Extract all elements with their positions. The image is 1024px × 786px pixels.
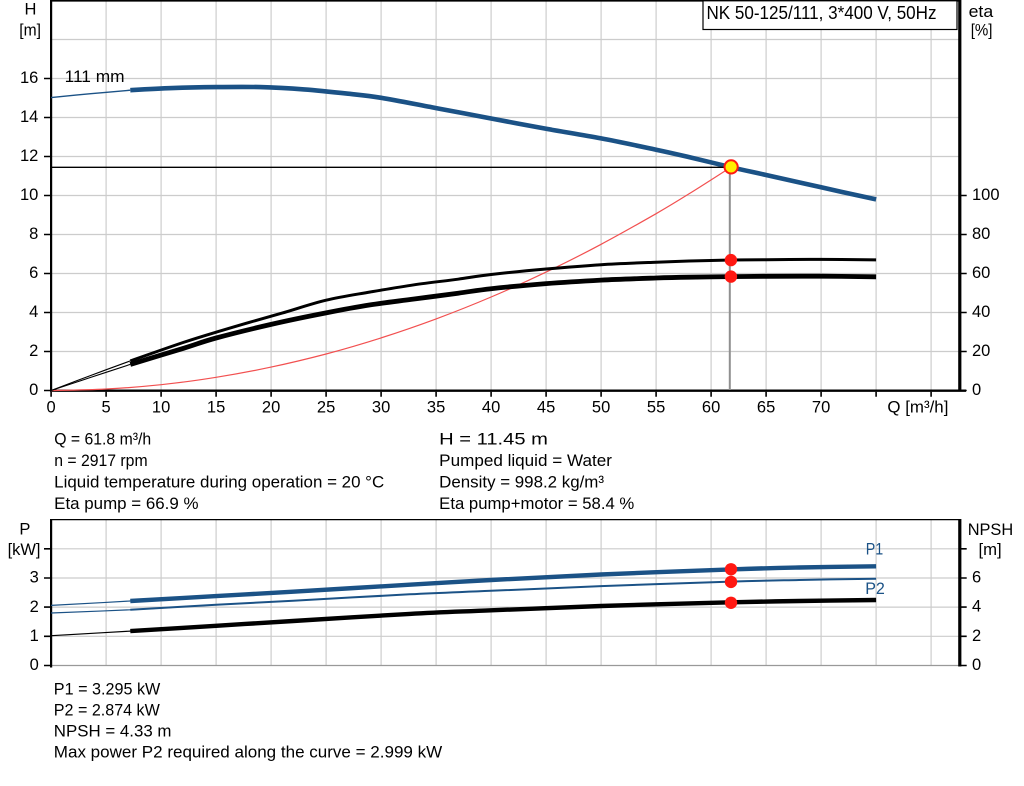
svg-text:15: 15	[207, 399, 225, 417]
svg-text:H = 11.45 m: H = 11.45 m	[439, 430, 548, 448]
svg-text:35: 35	[427, 399, 445, 417]
svg-text:NPSH = 4.33 m: NPSH = 4.33 m	[54, 723, 172, 741]
svg-text:Max power P2 required along th: Max power P2 required along the curve = …	[54, 744, 443, 762]
svg-text:[%]: [%]	[971, 21, 993, 39]
svg-text:Eta pump+motor = 58.4 %: Eta pump+motor = 58.4 %	[439, 495, 634, 513]
svg-text:4: 4	[29, 303, 38, 321]
svg-text:P2: P2	[865, 580, 885, 598]
svg-text:25: 25	[317, 399, 335, 417]
svg-text:111 mm: 111 mm	[65, 68, 125, 86]
svg-text:[m]: [m]	[19, 22, 41, 40]
svg-text:40: 40	[972, 303, 990, 321]
svg-text:2: 2	[972, 627, 981, 645]
svg-text:Liquid temperature during oper: Liquid temperature during operation = 20…	[54, 473, 384, 491]
svg-text:H: H	[25, 1, 37, 19]
svg-text:65: 65	[757, 399, 775, 417]
svg-text:P: P	[19, 521, 30, 539]
svg-text:0: 0	[972, 656, 981, 674]
svg-text:1: 1	[30, 627, 39, 645]
svg-text:0: 0	[47, 399, 56, 417]
svg-text:0: 0	[29, 381, 38, 399]
svg-text:6: 6	[29, 264, 38, 282]
svg-text:eta: eta	[969, 3, 994, 21]
svg-text:40: 40	[482, 399, 500, 417]
svg-text:[kW]: [kW]	[8, 541, 41, 559]
svg-text:Q = 61.8 m³/h: Q = 61.8 m³/h	[54, 430, 151, 448]
svg-text:60: 60	[972, 264, 990, 282]
svg-text:60: 60	[702, 399, 720, 417]
svg-text:30: 30	[372, 399, 390, 417]
svg-text:12: 12	[20, 147, 38, 165]
svg-text:70: 70	[812, 399, 830, 417]
svg-text:2: 2	[30, 598, 39, 616]
svg-text:6: 6	[972, 569, 981, 587]
svg-text:P1: P1	[866, 541, 884, 559]
svg-text:n = 2917 rpm: n = 2917 rpm	[54, 452, 147, 470]
svg-text:4: 4	[972, 598, 981, 616]
svg-text:Pumped liquid = Water: Pumped liquid = Water	[439, 452, 612, 470]
svg-text:3: 3	[30, 569, 39, 587]
svg-text:10: 10	[152, 399, 170, 417]
svg-text:20: 20	[972, 342, 990, 360]
svg-text:55: 55	[647, 399, 665, 417]
svg-text:80: 80	[972, 225, 990, 243]
svg-text:Density = 998.2 kg/m³: Density = 998.2 kg/m³	[439, 473, 604, 491]
svg-text:100: 100	[972, 186, 1000, 204]
svg-text:0: 0	[30, 656, 39, 674]
svg-text:[m]: [m]	[979, 541, 1002, 559]
svg-text:8: 8	[29, 225, 38, 243]
svg-text:5: 5	[102, 399, 111, 417]
svg-text:Q [m³/h]: Q [m³/h]	[887, 399, 948, 417]
svg-text:P2 = 2.874 kW: P2 = 2.874 kW	[54, 702, 160, 720]
svg-text:NK 50-125/111, 3*400 V, 50Hz: NK 50-125/111, 3*400 V, 50Hz	[707, 3, 937, 23]
svg-text:20: 20	[262, 399, 280, 417]
svg-text:0: 0	[972, 381, 981, 399]
svg-text:P1 = 3.295 kW: P1 = 3.295 kW	[54, 681, 161, 699]
svg-text:10: 10	[20, 186, 38, 204]
svg-text:45: 45	[537, 399, 555, 417]
svg-text:14: 14	[20, 108, 38, 126]
svg-text:2: 2	[29, 342, 38, 360]
svg-text:Eta pump = 66.9 %: Eta pump = 66.9 %	[54, 495, 199, 513]
svg-text:16: 16	[20, 69, 38, 87]
svg-text:NPSH: NPSH	[968, 521, 1014, 539]
svg-text:50: 50	[592, 399, 610, 417]
